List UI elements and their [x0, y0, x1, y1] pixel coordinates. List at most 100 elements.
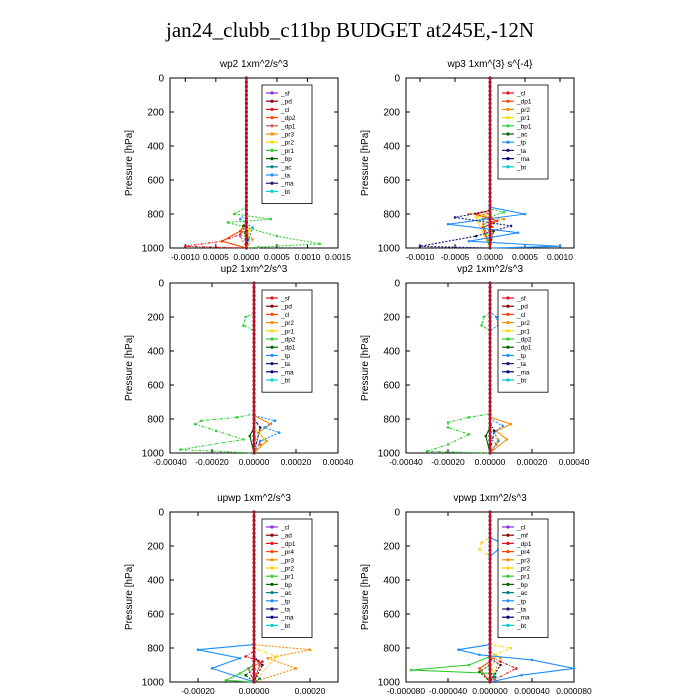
legend-entry: _pr2 [516, 107, 530, 114]
x-tick-label: 0.000080 [556, 686, 592, 696]
data-point [425, 450, 429, 453]
legend-entry: _ma [516, 615, 530, 622]
legend-marker [506, 337, 510, 341]
legend-entry: _dp2 [280, 337, 296, 344]
chart-title: vpwp 1xm^2/s^3 [453, 493, 527, 504]
y-tick-label: 800 [383, 644, 400, 655]
data-point [248, 434, 252, 438]
legend-entry: _pr1 [280, 328, 294, 335]
legend-marker [506, 99, 510, 103]
data-point [530, 658, 534, 662]
legend-marker [506, 140, 510, 144]
y-tick-label: 400 [147, 347, 164, 358]
data-point [480, 541, 483, 544]
data-point [226, 221, 230, 224]
legend-entry: _dp1 [280, 541, 296, 548]
x-tick-label: 0.00000 [475, 457, 506, 467]
series-line-dp1 [244, 512, 264, 683]
data-point [501, 424, 504, 428]
legend-entry: _sf [280, 296, 290, 303]
x-tick-label: 0.00040 [559, 457, 590, 467]
data-point [502, 211, 506, 214]
legend-entry: _ac [280, 164, 292, 171]
legend-marker [270, 353, 274, 357]
chart-title: wp3 1xm^{3} s^{-4} [447, 59, 534, 70]
legend-entry: _ma [516, 156, 530, 163]
legend-entry: _pr1 [280, 148, 294, 155]
data-point [244, 673, 247, 677]
legend-entry: _bt [280, 378, 290, 385]
legend-entry: _ac [516, 132, 528, 139]
series-line-pr3 [245, 78, 254, 249]
y-tick-label: 1000 [378, 244, 401, 255]
legend-marker [270, 132, 274, 136]
x-tick-label: -0.00020 [181, 686, 215, 696]
x-tick-label: 0.00000 [239, 457, 270, 467]
legend-entry: _dp1 [516, 541, 532, 548]
data-point [242, 438, 245, 441]
legend-marker [506, 165, 510, 169]
legend-entry: _ad [280, 533, 292, 540]
legend-entry: _cl [516, 525, 526, 532]
legend-marker [270, 321, 274, 325]
legend-marker [506, 525, 510, 529]
legend-marker [270, 173, 274, 177]
legend-marker [506, 362, 510, 366]
legend-marker [506, 574, 510, 578]
y-tick-label: 0 [158, 508, 164, 519]
legend-entry: _ma [280, 181, 294, 188]
series-line-pr1 [253, 283, 266, 454]
legend-entry: _ta [280, 173, 290, 180]
legend-marker [270, 99, 274, 103]
data-point [239, 234, 242, 238]
chart-panel-2: wp3 1xm^{3} s^{-4} 0 200 400 600 800 1000 Press… [360, 59, 575, 262]
data-point [224, 679, 228, 682]
legend-marker [270, 550, 274, 554]
legend-marker [270, 362, 274, 366]
data-point [484, 434, 488, 438]
data-point [467, 239, 471, 243]
y-tick-label: 0 [394, 508, 400, 519]
legend-entry: _tp [280, 353, 290, 360]
x-tick-label: -0.00020 [195, 457, 229, 467]
data-point [238, 656, 242, 660]
data-point [275, 234, 279, 238]
chart-panel-4: vp2 1xm^2/s^3 0 200 400 600 800 1000 Pressure [… [360, 264, 590, 467]
legend-marker [506, 321, 510, 325]
legend-entry: _pr3 [280, 557, 294, 564]
x-tick-label: 0.000040 [514, 686, 550, 696]
legend-entry: _pr4 [516, 549, 530, 556]
legend-marker [506, 91, 510, 95]
data-point [259, 426, 262, 429]
legend-marker [506, 116, 510, 120]
data-point [239, 217, 242, 221]
legend-entry: _sf [280, 91, 290, 98]
legend-marker [506, 591, 510, 595]
x-tick-label: -0.0005 [441, 252, 470, 262]
data-point [467, 433, 471, 436]
y-tick-label: 800 [383, 210, 400, 221]
data-point [265, 439, 268, 443]
legend-entry: _pr3 [280, 132, 294, 139]
legend-marker [506, 541, 510, 546]
legend-entry: _ta [516, 607, 526, 614]
data-point [509, 422, 513, 426]
legend-marker [270, 615, 274, 619]
x-tick-label: 0.0005 [512, 252, 538, 262]
legend-box [497, 518, 549, 638]
legend-entry: _pd [280, 99, 292, 106]
legend-marker [506, 157, 510, 161]
legend-marker [506, 582, 510, 587]
data-point [418, 245, 422, 248]
legend-entry: _pr3 [516, 557, 530, 564]
legend-entry: _pr2 [516, 320, 530, 327]
legend-entry: _bp [516, 582, 528, 589]
data-point [505, 438, 509, 441]
data-point [210, 667, 214, 670]
legend-marker [270, 296, 274, 300]
y-tick-label: 600 [383, 381, 400, 392]
x-tick-label: 0.00040 [323, 457, 354, 467]
legend-marker [506, 329, 510, 333]
y-tick-label: 400 [383, 347, 400, 358]
data-point [193, 422, 197, 426]
